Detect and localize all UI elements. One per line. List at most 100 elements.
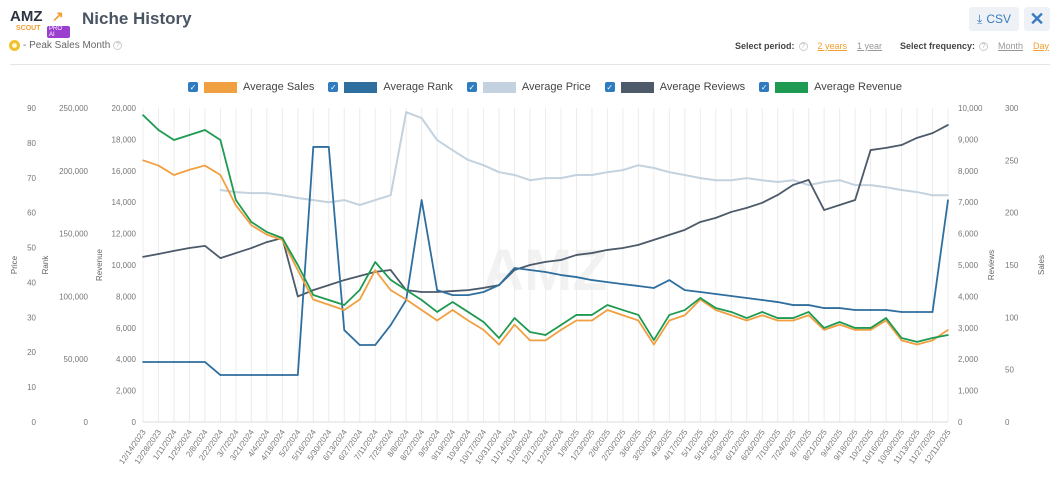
legend-checkbox[interactable]: ✓ — [188, 82, 198, 92]
price-tick-label: 50 — [27, 244, 36, 253]
data-point-average-price — [761, 179, 764, 182]
data-point-average-sales — [745, 319, 748, 322]
data-point-average-sales — [900, 339, 903, 342]
reviews-tick-label: 9,000 — [958, 135, 979, 144]
series-line-average-price — [220, 111, 948, 206]
legend-item[interactable]: ✓ Average Reviews — [604, 81, 745, 93]
data-point-average-revenue — [745, 317, 748, 319]
data-point-average-reviews — [823, 209, 825, 211]
data-point-average-price — [591, 174, 593, 176]
data-point-average-rank — [761, 299, 764, 301]
divider — [10, 64, 1050, 65]
sales-tick-label: 100 — [1005, 313, 1019, 322]
legend-checkbox[interactable]: ✓ — [328, 82, 339, 92]
help-icon[interactable]: ? — [798, 41, 808, 51]
data-point-average-reviews — [761, 202, 764, 204]
data-point-average-sales — [498, 343, 500, 346]
data-point-average-rank — [885, 309, 887, 311]
legend-item[interactable]: ✓ Average Sales — [188, 81, 314, 93]
data-point-average-price — [250, 192, 253, 194]
data-point-average-price — [900, 189, 903, 191]
data-point-average-revenue — [591, 314, 593, 316]
data-point-average-revenue — [312, 294, 315, 296]
data-point-average-price — [807, 184, 810, 186]
data-point-average-reviews — [142, 256, 144, 258]
data-point-average-price — [668, 171, 671, 173]
data-point-average-sales — [188, 168, 191, 171]
data-point-average-reviews — [900, 144, 903, 146]
revenue-tick-label: 16,000 — [112, 167, 137, 176]
data-point-average-rank — [575, 276, 578, 278]
frequency-day[interactable]: Day — [1033, 41, 1050, 51]
data-point-average-revenue — [529, 331, 531, 333]
data-point-average-sales — [807, 314, 810, 317]
data-point-average-sales — [761, 314, 764, 317]
data-point-average-reviews — [436, 291, 438, 293]
period-1-year[interactable]: 1 year — [857, 41, 883, 51]
data-point-average-revenue — [637, 314, 640, 316]
period-2-years[interactable]: 2 years — [817, 41, 848, 51]
data-point-average-sales — [776, 319, 779, 322]
data-point-average-sales — [575, 319, 578, 322]
data-point-average-revenue — [560, 324, 562, 326]
data-point-average-price — [297, 197, 299, 199]
legend-label: Average Sales — [243, 81, 315, 93]
revenue-tick-label: 2,000 — [116, 387, 137, 396]
reviews-tick-label: 10,000 — [958, 104, 983, 113]
revenue-tick-label: 4,000 — [116, 355, 137, 364]
data-point-average-sales — [420, 309, 423, 311]
data-point-average-reviews — [451, 290, 454, 292]
data-point-average-price — [312, 199, 315, 201]
reviews-tick-label: 4,000 — [958, 292, 979, 301]
data-point-average-sales — [204, 164, 206, 167]
data-point-average-reviews — [420, 291, 423, 293]
data-point-average-reviews — [157, 253, 160, 255]
data-point-average-price — [266, 192, 268, 194]
data-point-average-rank — [498, 284, 500, 286]
sales-tick-label: 250 — [1005, 156, 1019, 165]
data-point-average-revenue — [900, 337, 903, 339]
data-point-average-rank — [745, 297, 748, 299]
legend-item[interactable]: ✓ Average Revenue — [759, 81, 902, 93]
data-point-average-rank — [622, 283, 624, 285]
data-point-average-revenue — [498, 337, 500, 339]
data-point-average-price — [529, 179, 531, 182]
data-point-average-sales — [266, 233, 268, 236]
legend-checkbox[interactable]: ✓ — [604, 82, 615, 92]
data-point-average-reviews — [668, 234, 671, 236]
rank-tick-label: 150,000 — [59, 230, 88, 239]
help-icon[interactable]: ? — [979, 41, 989, 51]
data-point-average-rank — [188, 361, 191, 363]
revenue-tick-label: 12,000 — [112, 230, 137, 239]
legend-swatch — [482, 81, 516, 93]
data-point-average-sales — [142, 159, 144, 162]
legend-checkbox[interactable]: ✓ — [466, 82, 477, 92]
price-tick-label: 60 — [27, 209, 36, 218]
data-point-average-rank — [235, 374, 237, 376]
data-point-average-price — [482, 164, 485, 167]
data-point-average-revenue — [467, 311, 469, 313]
rank-tick-label: 200,000 — [59, 167, 88, 176]
data-point-average-price — [823, 181, 825, 183]
data-point-average-sales — [622, 314, 624, 317]
help-icon[interactable]: ? — [113, 41, 123, 50]
csv-download-button[interactable]: ⤓ CSV — [969, 7, 1019, 31]
data-point-average-reviews — [606, 249, 609, 251]
data-point-average-rank — [653, 287, 655, 289]
data-point-average-price — [405, 111, 407, 113]
legend-checkbox[interactable]: ✓ — [759, 82, 770, 92]
data-point-average-price — [947, 194, 949, 197]
data-point-average-reviews — [869, 149, 872, 151]
data-point-average-reviews — [931, 132, 934, 134]
data-point-average-sales — [312, 298, 315, 301]
frequency-month[interactable]: Month — [998, 41, 1024, 51]
close-button[interactable]: ✕ — [1024, 7, 1050, 31]
download-icon: ⤓ — [977, 11, 983, 26]
data-point-average-price — [560, 177, 562, 179]
data-point-average-sales — [297, 269, 299, 272]
data-point-average-reviews — [575, 254, 578, 256]
data-point-average-reviews — [219, 257, 222, 259]
legend-item[interactable]: ✓ Average Rank — [328, 81, 453, 93]
legend-item[interactable]: ✓ Average Price — [466, 81, 591, 93]
data-point-average-revenue — [358, 289, 361, 291]
